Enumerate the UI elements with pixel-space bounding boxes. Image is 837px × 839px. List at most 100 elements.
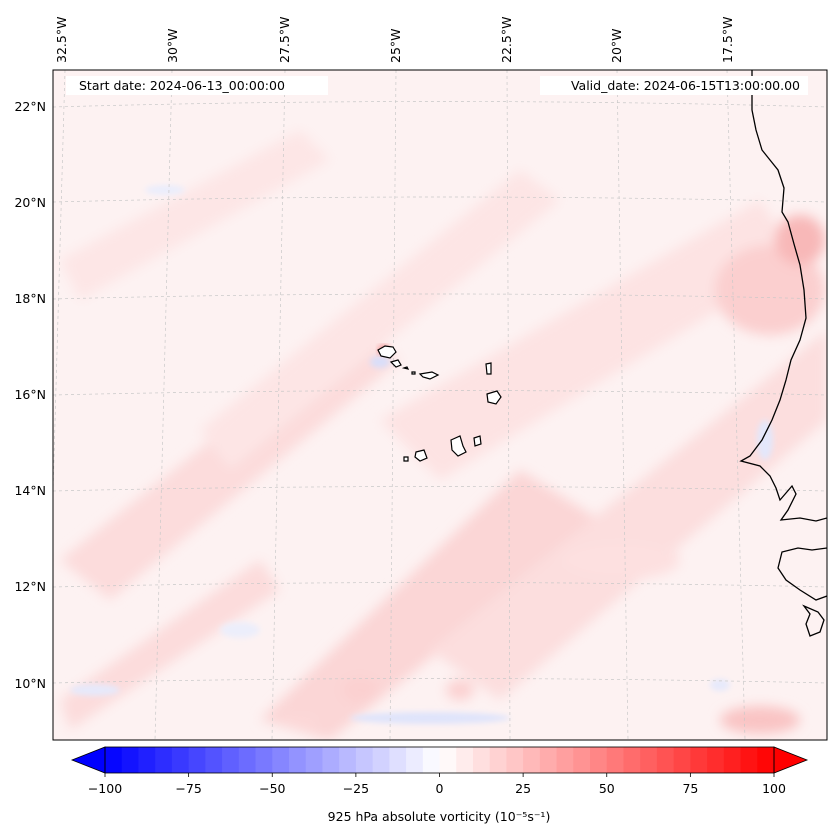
colorbar-segment xyxy=(389,747,407,773)
lat-label-18n: 18°N xyxy=(14,291,46,306)
valid-date-label: Valid_date: 2024-06-15T13:00:00.00 xyxy=(571,78,800,93)
gridline-16n xyxy=(53,390,827,396)
gridline-22-5w xyxy=(506,70,511,740)
colorbar-segment xyxy=(673,747,691,773)
cbar-tick-label: −100 xyxy=(88,781,122,796)
colorbar-segment xyxy=(707,747,725,773)
lat-label-20n: 20°N xyxy=(14,195,46,210)
colorbar-segment xyxy=(573,747,591,773)
negative-vorticity-patches xyxy=(70,185,773,724)
african-coastline xyxy=(739,70,827,637)
lon-label-22-5w: 22.5°W xyxy=(499,17,514,63)
colorbar-segment xyxy=(138,747,156,773)
gridline-14n xyxy=(53,486,827,492)
island-santa-luzia xyxy=(401,366,410,370)
gridline-12n xyxy=(53,582,827,588)
lat-label-22n: 22°N xyxy=(14,99,46,114)
island-santo-antao xyxy=(377,345,397,359)
gridline-17-5w xyxy=(726,70,746,740)
colorbar-segment xyxy=(456,747,474,773)
gridline-20w xyxy=(616,70,629,740)
island-maio xyxy=(473,435,482,447)
start-date-box xyxy=(66,76,328,95)
lat-label-12n: 12°N xyxy=(14,579,46,594)
gridline-22n xyxy=(53,101,827,108)
colorbar-segment xyxy=(606,747,624,773)
colorbar-low-extend xyxy=(70,746,106,774)
lat-label-16n: 16°N xyxy=(14,387,46,402)
colorbar-segment xyxy=(556,747,574,773)
colorbar-segment xyxy=(623,747,641,773)
colorbar-segment xyxy=(506,747,524,773)
colorbar-segment xyxy=(171,747,190,773)
start-date-label: Start date: 2024-06-13_00:00:00 xyxy=(79,78,285,93)
colorbar-segment xyxy=(590,747,608,773)
lon-label-32-5w: 32.5°W xyxy=(54,17,69,63)
cbar-tick-label: 75 xyxy=(682,781,698,796)
cbar-tick-label: 0 xyxy=(436,781,444,796)
gridline-27-5w xyxy=(271,70,286,740)
cbar-tick-label: −25 xyxy=(343,781,369,796)
colorbar-segment xyxy=(339,747,357,773)
colorbar: −100 −75 −50 −25 0 25 50 75 100 925 hPa … xyxy=(70,746,809,824)
colorbar-segment xyxy=(406,747,424,773)
colorbar-segment xyxy=(305,747,323,773)
island-sal xyxy=(485,362,492,375)
cbar-tick-label: −50 xyxy=(259,781,285,796)
lat-label-14n: 14°N xyxy=(14,483,46,498)
lat-label-10n: 10°N xyxy=(14,676,46,691)
gridline-10n xyxy=(53,678,827,684)
colorbar-segment xyxy=(238,747,257,773)
colorbar-segment xyxy=(322,747,340,773)
island-brava xyxy=(403,456,409,462)
colorbar-segment xyxy=(439,747,457,773)
colorbar-segment xyxy=(288,747,307,773)
colorbar-segment xyxy=(523,747,541,773)
colorbar-segment xyxy=(489,747,507,773)
colorbar-segment xyxy=(255,747,273,773)
colorbar-ticks xyxy=(104,773,775,777)
cbar-tick-label: −75 xyxy=(175,781,201,796)
cape-verde-islands xyxy=(377,345,502,462)
lon-label-30w: 30°W xyxy=(165,28,180,63)
colorbar-segment xyxy=(272,747,290,773)
colorbar-high-extend xyxy=(773,746,809,774)
gridline-20n xyxy=(53,196,827,203)
island-santiago xyxy=(450,435,467,457)
colorbar-label: 925 hPa absolute vorticity (10⁻⁵s⁻¹) xyxy=(328,809,551,824)
island-boa-vista xyxy=(486,390,502,405)
colorbar-segment xyxy=(222,747,240,773)
gridlines xyxy=(53,70,827,740)
gridline-25w xyxy=(389,70,397,740)
colorbar-segment xyxy=(472,747,491,773)
colorbar-segment xyxy=(422,747,441,773)
colorbar-segment xyxy=(121,747,139,773)
colorbar-segment xyxy=(640,747,658,773)
cbar-tick-label: 100 xyxy=(762,781,786,796)
lon-label-25w: 25°W xyxy=(388,28,403,63)
colorbar-segment xyxy=(355,747,374,773)
map-frame xyxy=(52,69,828,741)
gridline-18n xyxy=(53,293,827,300)
vorticity-streaks xyxy=(60,130,827,740)
colorbar-segment xyxy=(372,747,390,773)
lon-label-20w: 20°W xyxy=(609,28,624,63)
lon-label-17-5w: 17.5°W xyxy=(720,17,735,63)
colorbar-segment xyxy=(188,747,206,773)
colorbar-tick-labels: −100 −75 −50 −25 0 25 50 75 100 xyxy=(88,781,786,796)
colorbar-segment xyxy=(690,747,708,773)
cbar-tick-label: 50 xyxy=(599,781,615,796)
longitude-labels: 32.5°W 30°W 27.5°W 25°W 22.5°W 20°W 17.5… xyxy=(54,17,735,63)
colorbar-segment xyxy=(757,747,775,773)
colorbar-segment xyxy=(155,747,173,773)
island-sao-nicolau xyxy=(418,371,440,380)
colorbar-segment xyxy=(205,747,223,773)
colorbar-segments xyxy=(105,747,775,773)
gridline-30w xyxy=(154,70,173,740)
colorbar-segment xyxy=(656,747,675,773)
valid-date-box xyxy=(540,76,808,95)
colorbar-segment xyxy=(723,747,742,773)
colorbar-segment xyxy=(740,747,758,773)
latitude-labels: 22°N 20°N 18°N 16°N 14°N 12°N 10°N xyxy=(14,99,46,691)
